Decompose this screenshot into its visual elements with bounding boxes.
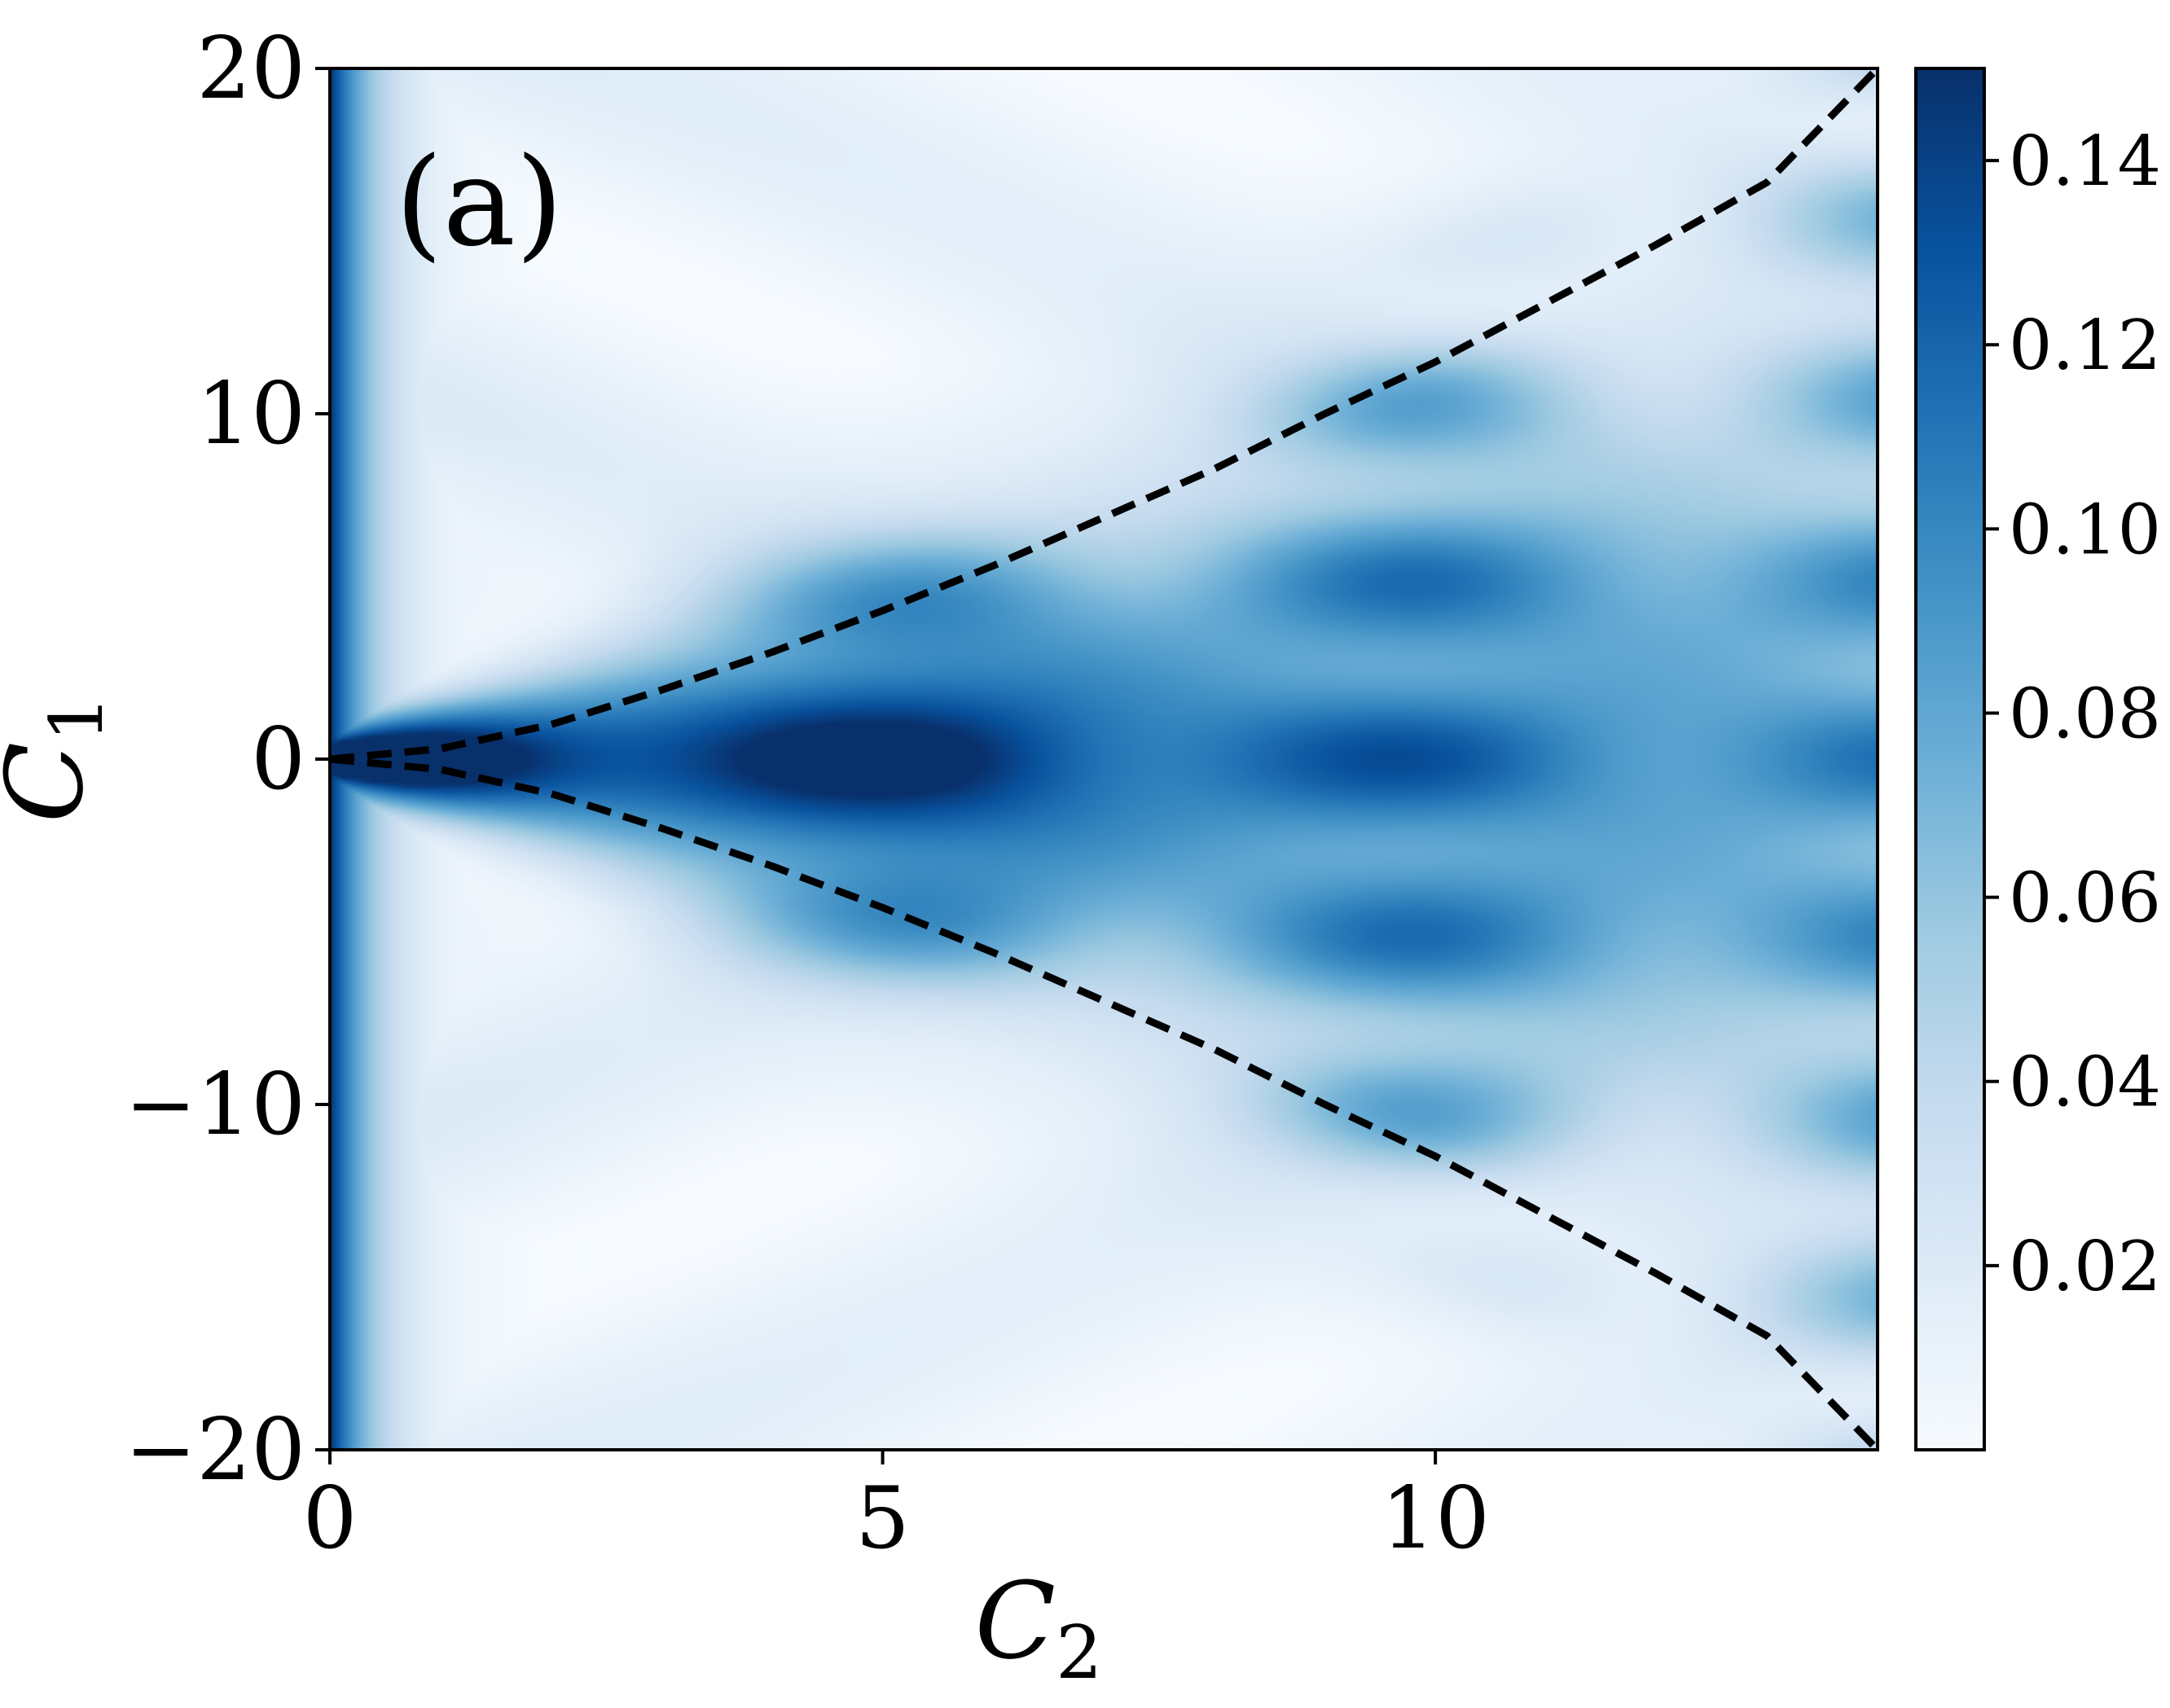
colorbar-gradient	[1914, 67, 1986, 1451]
colorbar: 0.02 0.04 0.06 0.08 0.10 0.12 0.14	[1914, 67, 2161, 1451]
x-tick-label: 5	[855, 1469, 910, 1568]
y-tick-label: 10	[196, 364, 305, 463]
heatmap-area	[330, 68, 1878, 1450]
colorbar-ticks: 0.02 0.04 0.06 0.08 0.10 0.12 0.14	[1984, 121, 2161, 1306]
x-tick-label: 10	[1381, 1469, 1490, 1568]
x-axis-label: C2	[975, 1559, 1103, 1696]
y-axis-label-sub: 1	[34, 696, 120, 742]
panel-label: (a)	[395, 132, 563, 274]
lower-boundary-curve	[330, 755, 1878, 1450]
colorbar-tick-label: 0.14	[2009, 121, 2161, 201]
y-axis-ticks: −20 −10 0 10 20	[125, 19, 330, 1499]
colorbar-tick-label: 0.04	[2009, 1043, 2161, 1122]
y-tick-label: −20	[125, 1400, 305, 1499]
y-tick-label: 0	[251, 709, 305, 809]
upper-boundary-curve	[330, 68, 1878, 763]
y-tick-label: 20	[196, 19, 305, 118]
colorbar-tick-label: 0.08	[2009, 674, 2161, 753]
colorbar-tick-label: 0.12	[2009, 305, 2161, 385]
colorbar-tick-label: 0.10	[2009, 490, 2161, 569]
heatmap-image	[330, 68, 1878, 1450]
x-tick-label: 0	[303, 1469, 358, 1568]
x-axis-label-sub: 2	[1056, 1610, 1102, 1696]
y-tick-label: −10	[125, 1055, 305, 1154]
y-axis-label-main: C	[0, 742, 107, 823]
x-axis-ticks: 0 5 10	[303, 1450, 1490, 1568]
y-axis-label: C1	[0, 696, 120, 823]
x-axis-label-main: C	[975, 1559, 1056, 1683]
colorbar-tick-label: 0.06	[2009, 858, 2161, 938]
colorbar-tick-label: 0.02	[2009, 1227, 2161, 1306]
